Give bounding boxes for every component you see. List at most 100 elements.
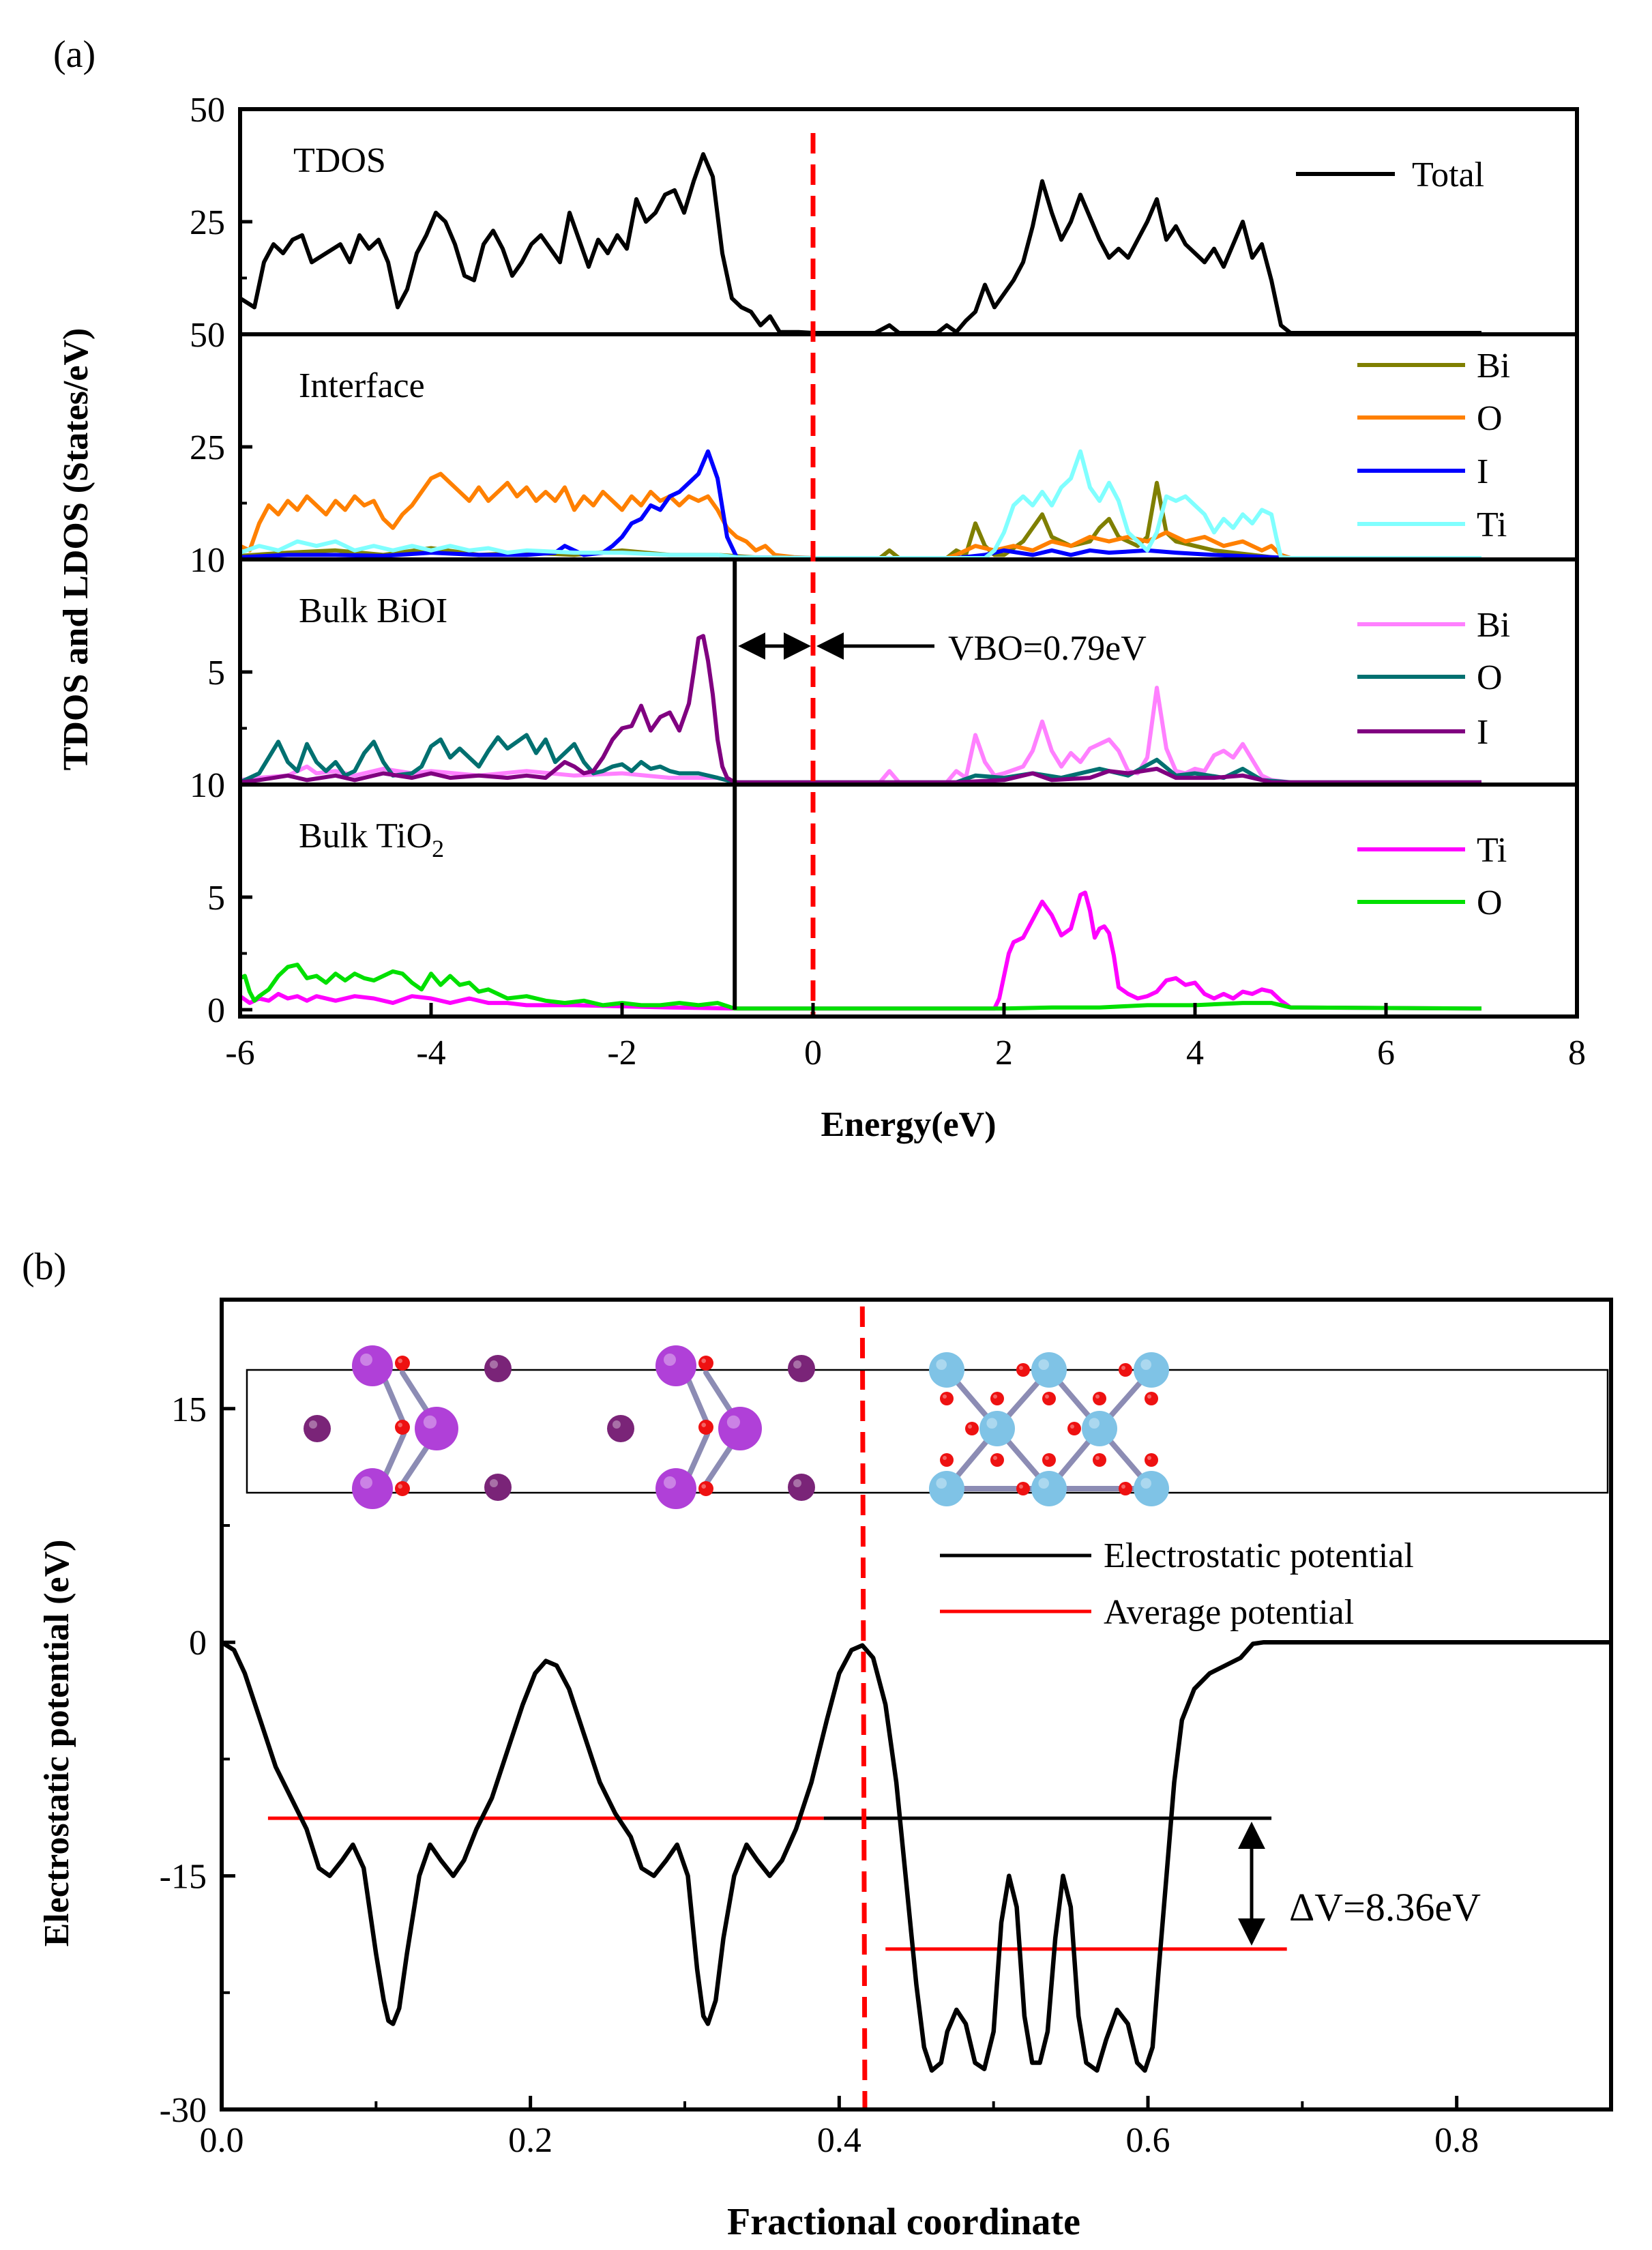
o-atom-highlight bbox=[968, 1424, 972, 1429]
ti-atom-highlight bbox=[1038, 1478, 1049, 1489]
i-atom-highlight bbox=[613, 1420, 621, 1429]
i-atom bbox=[788, 1355, 815, 1382]
panel-b-xlabel: Fractional coordinate bbox=[727, 2201, 1080, 2243]
o-atom bbox=[1016, 1482, 1030, 1495]
o-atom bbox=[940, 1392, 954, 1405]
legend-label-electrostatic: Electrostatic potential bbox=[1104, 1536, 1414, 1575]
o-atom bbox=[1042, 1392, 1056, 1405]
o-atom bbox=[1067, 1422, 1081, 1435]
panel-b-xtick-label: 0.8 bbox=[1434, 2121, 1479, 2160]
i-atom bbox=[304, 1415, 331, 1442]
i-atom-highlight bbox=[490, 1479, 498, 1487]
panel-b-ylabel: Electrostatic potential (eV) bbox=[38, 1540, 76, 1947]
ti-atom bbox=[929, 1471, 964, 1506]
subpanel-bulk_bioi: 5 10 Bulk BiOI Bi OI bbox=[190, 541, 1577, 785]
o-atom-highlight bbox=[701, 1358, 706, 1363]
o-atom-highlight bbox=[993, 1394, 997, 1399]
o-atom-highlight bbox=[1045, 1394, 1049, 1399]
interface-series-o bbox=[239, 471, 1481, 560]
bulk_bioi-series-bi bbox=[239, 686, 1481, 785]
legend-label-average: Average potential bbox=[1104, 1593, 1354, 1632]
bulk_bioi-ytick-label: 10 bbox=[190, 541, 225, 580]
tdos-legend-label-total: Total bbox=[1412, 156, 1484, 194]
interface-legend-label-bi: Bi bbox=[1477, 347, 1510, 385]
bulk_tio2-ytick-label: 5 bbox=[207, 879, 225, 918]
o-atom bbox=[940, 1453, 954, 1467]
tdos-ytick-label: 50 bbox=[190, 91, 225, 130]
panel-b-xtick-label: 0.4 bbox=[817, 2121, 861, 2160]
o-atom-highlight bbox=[1095, 1394, 1100, 1399]
interface-legend-label-ti: Ti bbox=[1477, 506, 1507, 544]
panel-b: (b) Electrostatic potential (eV) Fractio… bbox=[22, 1246, 1613, 2243]
bulk_bioi-series-i bbox=[239, 634, 1481, 785]
subpanel-tdos: 25 50 TDOS Total bbox=[190, 91, 1484, 335]
interface-label: Interface bbox=[299, 366, 425, 405]
o-atom bbox=[1016, 1363, 1030, 1377]
panel-b-label: (b) bbox=[22, 1246, 66, 1288]
ti-atom-highlight bbox=[1089, 1418, 1100, 1429]
interface-series-ti bbox=[239, 449, 1481, 560]
i-atom bbox=[607, 1415, 634, 1442]
o-atom-highlight bbox=[1019, 1366, 1023, 1370]
ti-atom-highlight bbox=[1140, 1478, 1151, 1489]
o-atom-highlight bbox=[1070, 1424, 1074, 1429]
o-atom bbox=[1042, 1453, 1056, 1467]
panel-b-legend: Electrostatic potential Average potentia… bbox=[940, 1536, 1414, 1632]
panel-b-plot-area bbox=[220, 1306, 1611, 2110]
o-atom bbox=[965, 1422, 979, 1435]
bi-atom-highlight bbox=[726, 1415, 740, 1429]
panel-a-xlabel: Energy(eV) bbox=[821, 1105, 996, 1144]
panel-a-x-axis: -6 -4 -2 0 2 4 6 8 bbox=[225, 1003, 1586, 1072]
bi-atom-highlight bbox=[664, 1476, 676, 1489]
bulk_tio2-legend-label-o: O bbox=[1477, 883, 1503, 922]
structure-inset bbox=[246, 1345, 1609, 1509]
panel-a-xtick-label: -4 bbox=[416, 1034, 445, 1072]
i-atom bbox=[788, 1474, 815, 1501]
bulk_tio2-legend-label-ti: Ti bbox=[1477, 831, 1507, 870]
bi-atom bbox=[352, 1345, 393, 1386]
o-atom-highlight bbox=[1019, 1485, 1023, 1489]
o-atom-highlight bbox=[1095, 1456, 1100, 1460]
i-atom bbox=[484, 1355, 512, 1382]
panel-a: (a) TDOS and LDOS (States/eV) Energy(eV)… bbox=[53, 33, 1586, 1144]
structure-atoms bbox=[304, 1345, 1169, 1509]
o-atom-highlight bbox=[1121, 1485, 1125, 1489]
ti-atom-highlight bbox=[1038, 1359, 1049, 1370]
bi-atom bbox=[655, 1468, 696, 1509]
bulk_bioi-legend-label-bi: Bi bbox=[1477, 606, 1510, 645]
o-atom-highlight bbox=[1147, 1456, 1151, 1460]
panel-b-ytick-label: -15 bbox=[160, 1858, 207, 1897]
bulk_tio2-series-ti bbox=[239, 890, 1482, 1011]
o-atom-highlight bbox=[943, 1394, 947, 1399]
interface-series-i bbox=[239, 449, 1481, 560]
panel-b-xtick-label: 0.0 bbox=[200, 2121, 244, 2160]
ti-atom bbox=[1134, 1471, 1169, 1506]
o-atom-highlight bbox=[398, 1422, 402, 1427]
i-atom bbox=[484, 1474, 512, 1501]
o-atom bbox=[1093, 1392, 1106, 1405]
delta-v-label: ΔV=8.36eV bbox=[1289, 1885, 1481, 1929]
subpanel-interface: 25 50 Interface Bi OI Ti bbox=[190, 316, 1577, 560]
delta-v-annotation: ΔV=8.36eV bbox=[1238, 1822, 1481, 1946]
o-atom bbox=[1145, 1392, 1158, 1405]
bulk_bioi-legend-label-o: O bbox=[1477, 658, 1503, 697]
panel-a-xtick-label: 2 bbox=[995, 1034, 1013, 1072]
panel-b-frame bbox=[220, 1298, 1613, 2112]
panel-b-axes: -30 -15 0 15 0.0 0.2 0.4 0.6 0.8 bbox=[160, 1298, 1613, 2160]
subpanel-bulk_tio2: 0 5 10 Bulk TiO2 Ti O bbox=[190, 766, 1577, 1030]
interface-line bbox=[859, 1306, 868, 2110]
o-atom-highlight bbox=[398, 1484, 402, 1489]
o-atom-highlight bbox=[1045, 1456, 1049, 1460]
panel-b-ytick-label: 0 bbox=[189, 1624, 207, 1663]
panel-b-ytick-label: -30 bbox=[160, 2091, 207, 2130]
o-atom bbox=[1093, 1453, 1106, 1467]
panel-a-ylabel: TDOS and LDOS (States/eV) bbox=[57, 328, 95, 771]
ti-atom bbox=[1134, 1352, 1169, 1388]
ti-atom-highlight bbox=[1140, 1359, 1151, 1370]
interface-legend-label-i: I bbox=[1477, 452, 1488, 491]
panel-a-label: (a) bbox=[53, 33, 95, 76]
ti-atom-highlight bbox=[936, 1478, 947, 1489]
bi-atom bbox=[352, 1468, 393, 1509]
tdos-series-total bbox=[239, 152, 1481, 335]
